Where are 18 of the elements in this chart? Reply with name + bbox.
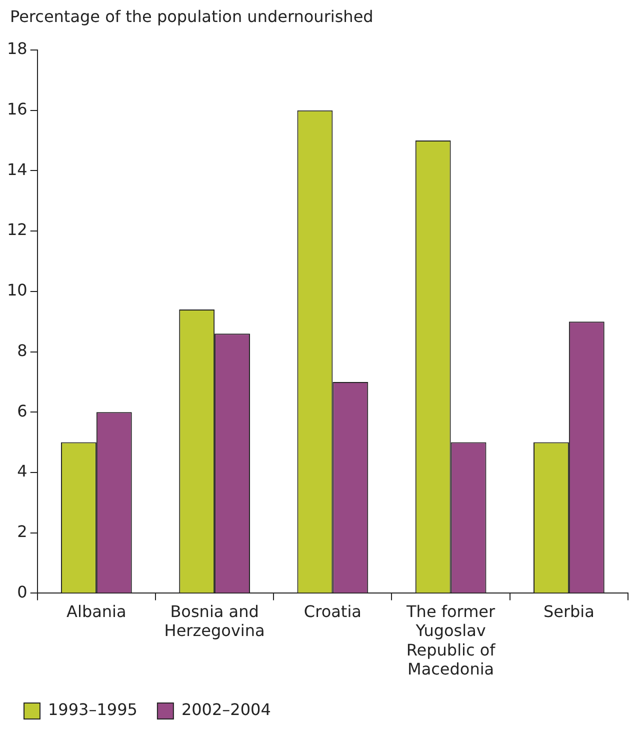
x-tick-label: Croatia [304,602,362,621]
legend-label: 1993–1995 [48,700,138,720]
x-tick-label: Bosnia and Herzegovina [164,602,265,640]
x-tick-label: The former Yugoslav Republic of Macedonia [406,602,496,679]
y-tick-label: 10 [7,280,28,300]
x-tick-label: Albania [66,602,126,621]
y-tick-label: 16 [7,100,28,119]
y-tick-label: 14 [7,160,28,179]
x-tick-label: Serbia [543,602,594,621]
legend-label: 2002–2004 [181,700,271,720]
y-tick-label: 18 [7,39,28,58]
y-axis-title: Percentage of the population undernourished [10,7,374,26]
y-tick-label: 6 [17,401,28,420]
y-tick-label: 8 [17,340,28,360]
y-tick-label: 0 [17,582,28,602]
y-tick-label: 4 [17,462,28,481]
y-tick-label: 2 [17,522,28,541]
y-tick-label: 12 [7,220,28,240]
